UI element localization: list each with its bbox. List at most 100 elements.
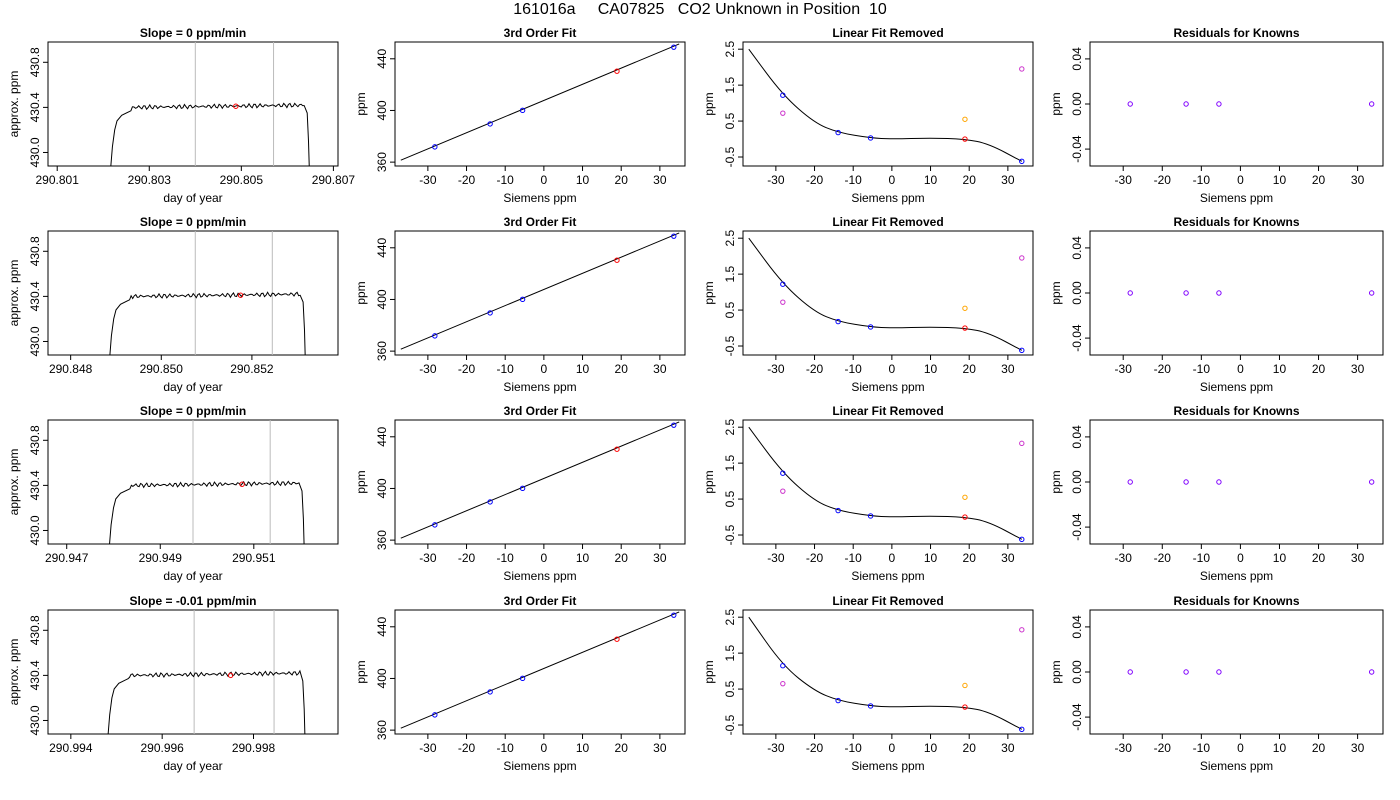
unknown-point bbox=[962, 704, 968, 710]
x-tick-label: 290.949 bbox=[139, 551, 183, 565]
x-tick-label: -20 bbox=[458, 741, 476, 755]
known-point bbox=[487, 499, 493, 505]
sample-marker bbox=[239, 481, 245, 487]
x-axis-label: Siemens ppm bbox=[851, 380, 924, 394]
y-tick-label: 440 bbox=[375, 616, 389, 636]
plot-frame bbox=[47, 41, 339, 167]
y-tick-label: 430.0 bbox=[28, 326, 42, 356]
known-point bbox=[519, 107, 526, 114]
known-point bbox=[487, 689, 493, 695]
x-tick-label: -10 bbox=[845, 741, 863, 755]
x-tick-label: -20 bbox=[806, 173, 824, 187]
x-tick-label: 20 bbox=[963, 173, 977, 187]
y-axis-label: ppm bbox=[1049, 470, 1063, 493]
y-tick-label: 2.5 bbox=[723, 609, 737, 626]
x-tick-label: 10 bbox=[576, 362, 590, 376]
panel-title: Residuals for Knowns bbox=[1173, 26, 1299, 40]
x-tick-label: -30 bbox=[419, 173, 437, 187]
plot-area bbox=[110, 42, 310, 166]
y-axis-label: approx. ppm bbox=[7, 449, 21, 516]
y-tick-label: 0.5 bbox=[723, 112, 737, 129]
x-tick-label: 10 bbox=[1273, 362, 1287, 376]
panel-resid-row-3: Linear Fit Removed -30 -20 -10 0 10 20 30 Siemen… bbox=[702, 594, 1034, 773]
x-axis-label: Siemens ppm bbox=[1200, 380, 1273, 394]
x-tick-label: 10 bbox=[576, 173, 590, 187]
plot-frame bbox=[47, 609, 339, 735]
known-residual-point bbox=[1368, 101, 1375, 107]
y-axis-label: approx. ppm bbox=[7, 639, 21, 706]
known-point bbox=[835, 318, 841, 325]
y-tick-label: 360 bbox=[375, 341, 389, 361]
plot-area bbox=[400, 232, 680, 350]
x-tick-label: 20 bbox=[615, 173, 629, 187]
panel-title: Linear Fit Removed bbox=[832, 215, 943, 229]
x-tick-label: 30 bbox=[1351, 551, 1365, 565]
x-tick-label: 30 bbox=[1351, 173, 1365, 187]
sample-marker bbox=[237, 292, 244, 298]
known-point bbox=[671, 422, 677, 428]
x-tick-label: -30 bbox=[419, 362, 437, 376]
known-point bbox=[780, 281, 786, 287]
magenta-point bbox=[780, 299, 786, 305]
y-axis-label: ppm bbox=[354, 660, 368, 683]
panel-fit-row-3: 3rd Order Fit -30 -20 -10 0 10 20 30 Siemens ppm… bbox=[354, 594, 686, 773]
x-tick-label: 290.996 bbox=[140, 741, 184, 755]
x-tick-label: -30 bbox=[767, 173, 785, 187]
y-tick-label: 0.00 bbox=[1070, 92, 1084, 116]
y-tick-label: 0.00 bbox=[1070, 470, 1084, 494]
y-tick-label: 2.5 bbox=[723, 230, 737, 247]
x-tick-label: -20 bbox=[458, 173, 476, 187]
x-tick-label: 20 bbox=[1312, 551, 1326, 565]
y-tick-label: 430.0 bbox=[28, 705, 42, 735]
x-tick-label: 30 bbox=[1001, 173, 1015, 187]
residual-curve bbox=[748, 426, 1023, 540]
x-tick-label: 20 bbox=[615, 551, 629, 565]
panel-timeseries-row-3: Slope = -0.01 ppm/min 290.994 290.996 290.9… bbox=[7, 594, 339, 773]
y-tick-label: 400 bbox=[375, 289, 389, 309]
y-tick-label: 1.5 bbox=[723, 644, 737, 661]
plot-frame bbox=[742, 609, 1034, 735]
y-axis-label: ppm bbox=[702, 92, 716, 115]
panel-title: Slope = 0 ppm/min bbox=[140, 404, 246, 418]
known-point bbox=[671, 233, 677, 239]
y-axis-label: approx. ppm bbox=[7, 260, 21, 327]
plot-area bbox=[400, 43, 680, 161]
known-point bbox=[432, 712, 438, 718]
plot-area bbox=[400, 611, 680, 729]
x-tick-label: 20 bbox=[1312, 173, 1326, 187]
known-residual-point bbox=[1216, 479, 1222, 485]
orange-point bbox=[962, 494, 968, 500]
x-tick-label: -20 bbox=[458, 362, 476, 376]
panel-timeseries-row-2: Slope = 0 ppm/min 290.947 290.949 290.951 da… bbox=[7, 404, 339, 583]
figure-title: 161016a CA07825 CO2 Unknown in Position … bbox=[513, 1, 887, 18]
plot-area bbox=[109, 420, 305, 544]
plot-frame bbox=[742, 419, 1034, 545]
panel-knowns-row-1: Residuals for Knowns -30 -20 -10 0 10 20 30 Siem… bbox=[1049, 215, 1384, 394]
x-tick-label: -10 bbox=[845, 173, 863, 187]
y-tick-label: 0.5 bbox=[723, 301, 737, 318]
known-residual-point bbox=[1368, 669, 1375, 675]
known-residual-point bbox=[1127, 290, 1133, 296]
plot-area bbox=[748, 616, 1025, 733]
x-tick-label: -10 bbox=[1193, 551, 1211, 565]
x-axis-label: Siemens ppm bbox=[503, 191, 576, 205]
y-tick-label: -0.5 bbox=[723, 524, 737, 545]
x-tick-label: -20 bbox=[806, 362, 824, 376]
x-tick-label: 10 bbox=[924, 362, 938, 376]
unknown-point bbox=[614, 636, 620, 642]
x-axis-label: Siemens ppm bbox=[851, 191, 924, 205]
x-tick-label: -30 bbox=[1115, 741, 1133, 755]
residual-curve bbox=[748, 237, 1023, 351]
x-axis-label: Siemens ppm bbox=[1200, 191, 1273, 205]
x-tick-label: -30 bbox=[419, 741, 437, 755]
x-tick-label: 20 bbox=[615, 741, 629, 755]
known-point bbox=[780, 92, 786, 98]
sample-marker bbox=[233, 103, 239, 109]
x-axis-label: Siemens ppm bbox=[851, 569, 924, 583]
x-tick-label: -10 bbox=[1193, 173, 1211, 187]
y-tick-label: 430.0 bbox=[28, 515, 42, 545]
unknown-point bbox=[962, 136, 968, 142]
panel-knowns-row-2: Residuals for Knowns -30 -20 -10 0 10 20 30 Siem… bbox=[1049, 404, 1384, 583]
panel-title: Slope = -0.01 ppm/min bbox=[129, 594, 256, 608]
x-axis-label: Siemens ppm bbox=[503, 380, 576, 394]
